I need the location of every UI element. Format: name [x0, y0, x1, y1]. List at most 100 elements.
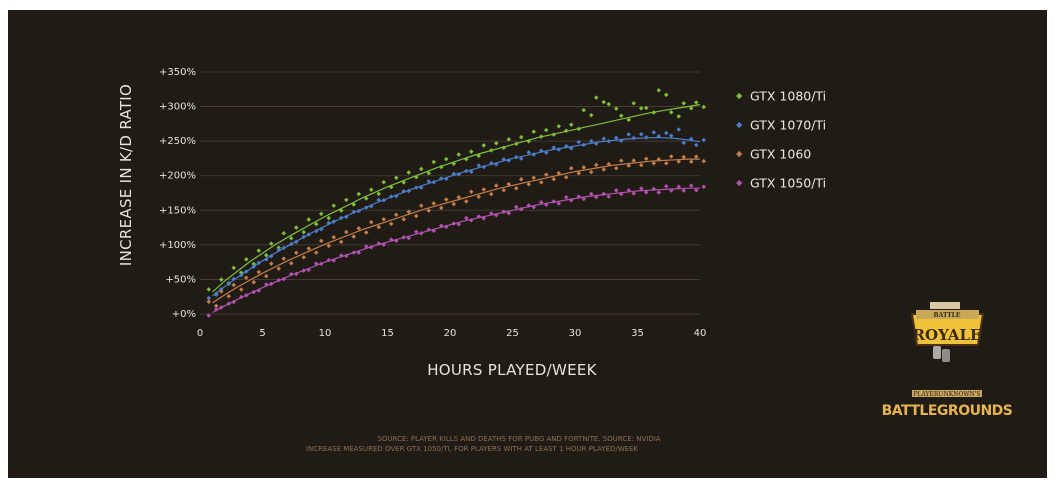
- data-point: [426, 208, 432, 213]
- data-point: [663, 92, 669, 98]
- data-point: [318, 211, 324, 217]
- data-point: [288, 235, 294, 241]
- data-point: [331, 234, 337, 240]
- data-point: [251, 279, 257, 285]
- data-point: [413, 213, 419, 219]
- data-point: [581, 165, 587, 170]
- logo-line-1: BATTLE: [934, 312, 961, 319]
- data-point: [351, 234, 357, 239]
- data-point: [576, 139, 582, 145]
- battlegrounds-logo: PLAYERUNKNOWN'S BATTLEGROUNDS: [882, 390, 1013, 419]
- data-point: [513, 186, 519, 191]
- data-point: [213, 303, 219, 309]
- data-point: [638, 162, 644, 168]
- data-point: [668, 133, 674, 139]
- data-point: [393, 212, 399, 217]
- data-point: [688, 159, 694, 164]
- data-point: [693, 100, 699, 105]
- data-point: [456, 152, 462, 157]
- data-point: [418, 203, 424, 208]
- y-tick-label: +250%: [159, 136, 196, 147]
- data-point: [643, 156, 649, 161]
- x-tick-label: 15: [381, 328, 394, 339]
- data-point: [331, 203, 337, 208]
- data-point: [206, 287, 212, 292]
- legend-label: GTX 1080/Ti: [750, 89, 826, 104]
- data-point: [206, 299, 212, 304]
- data-point: [276, 266, 282, 271]
- data-point: [238, 287, 244, 292]
- data-point: [476, 194, 482, 199]
- data-point: [456, 195, 462, 200]
- legend-label: GTX 1050/Ti: [750, 176, 826, 191]
- data-point: [606, 101, 612, 107]
- x-axis-title: HOURS PLAYED/WEEK: [427, 361, 597, 379]
- pubg-main-text: BATTLEGROUNDS: [882, 403, 1013, 419]
- data-point: [206, 313, 212, 318]
- data-point: [663, 183, 669, 189]
- y-tick-label: +200%: [159, 171, 196, 182]
- data-point: [593, 162, 599, 168]
- data-point: [256, 269, 262, 275]
- data-point: [618, 158, 624, 163]
- data-point: [231, 282, 237, 288]
- data-point: [406, 170, 412, 175]
- data-point: [676, 127, 682, 132]
- data-point: [701, 158, 707, 164]
- data-point: [568, 122, 574, 127]
- data-point: [376, 224, 382, 230]
- data-point: [631, 158, 637, 163]
- trend-line: [212, 103, 701, 293]
- x-tick-label: 10: [319, 328, 332, 339]
- source-line-1: SOURCE: PLAYER KILLS AND DEATHS FOR PUBG…: [377, 435, 660, 443]
- x-tick-label: 5: [259, 328, 265, 339]
- data-point: [318, 238, 324, 244]
- data-point: [681, 100, 687, 106]
- x-tick-labels: 0 5 10 15 20 25 30 35 40: [197, 328, 707, 339]
- legend-marker: [736, 92, 743, 100]
- trend-line: [212, 187, 700, 314]
- data-point: [356, 191, 362, 197]
- y-tick-labels: +0% +50% +100% +150% +200% +250% +300% +350%: [159, 67, 196, 320]
- logo-banner: [916, 310, 979, 319]
- pubg-header-text: PLAYERUNKNOWN'S: [913, 391, 980, 398]
- legend-marker: [736, 179, 743, 187]
- data-point: [588, 112, 594, 118]
- data-point: [668, 109, 674, 115]
- data-point: [538, 180, 544, 185]
- legend-marker: [736, 121, 743, 129]
- x-tick-label: 35: [631, 328, 644, 339]
- data-point: [281, 230, 287, 236]
- data-point: [293, 225, 299, 230]
- legend-label: GTX 1070/Ti: [750, 118, 826, 133]
- data-point: [693, 154, 699, 159]
- logo-top-band: [930, 302, 960, 309]
- data-point: [418, 166, 424, 172]
- x-tick-label: 25: [506, 328, 519, 339]
- data-point: [381, 179, 387, 185]
- x-tick-label: 30: [569, 328, 582, 339]
- data-point: [376, 191, 382, 197]
- data-point: [518, 134, 524, 140]
- data-point: [531, 129, 537, 134]
- data-point: [343, 197, 349, 203]
- data-point: [431, 159, 437, 165]
- data-point: [393, 175, 399, 181]
- data-point: [243, 257, 249, 262]
- data-point: [551, 176, 557, 182]
- data-point: [563, 195, 569, 200]
- data-point: [613, 165, 619, 171]
- data-point: [468, 189, 474, 195]
- x-tick-label: 40: [694, 328, 707, 339]
- data-point: [493, 140, 499, 146]
- data-point: [463, 199, 469, 204]
- data-point: [338, 239, 344, 245]
- data-point: [618, 113, 624, 118]
- data-point: [481, 143, 487, 148]
- data-point: [506, 210, 512, 216]
- legend-label: GTX 1060: [750, 147, 811, 162]
- y-tick-label: +50%: [165, 274, 196, 285]
- data-point: [243, 275, 249, 280]
- data-point: [506, 137, 512, 142]
